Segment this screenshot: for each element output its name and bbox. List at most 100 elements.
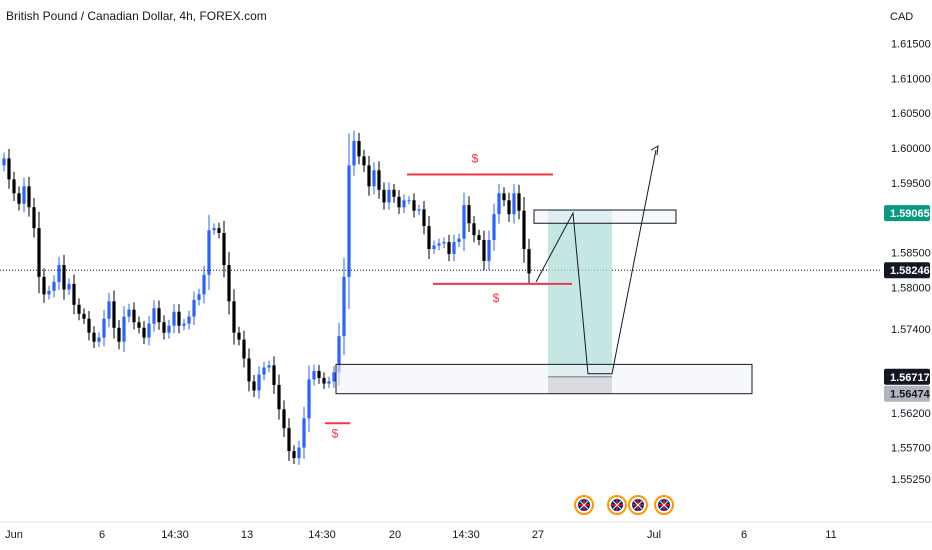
candle-body bbox=[392, 189, 396, 197]
y-tick-label: 1.61500 bbox=[891, 38, 931, 50]
time-axis[interactable]: Jun 6 14:30 13 14:30 20 14:30 27 Jul 6 11 bbox=[0, 521, 932, 541]
candle-body bbox=[247, 358, 251, 382]
candle-body bbox=[57, 265, 61, 282]
candle-body bbox=[367, 165, 371, 187]
candle-body bbox=[382, 189, 386, 203]
y-tick-label: 1.61000 bbox=[891, 73, 931, 85]
symbol-title: British Pound / Canadian Dollar, 4h, FOR… bbox=[6, 9, 267, 23]
candle-body bbox=[237, 332, 241, 340]
candle-body bbox=[387, 189, 391, 203]
candle-body bbox=[377, 170, 381, 190]
x-tick-label: Jul bbox=[647, 529, 661, 541]
candle-body bbox=[277, 384, 281, 410]
candle-body bbox=[407, 200, 411, 202]
candle-body bbox=[207, 230, 211, 275]
candle-body bbox=[522, 210, 526, 250]
candle-body bbox=[72, 283, 76, 305]
projected-path[interactable] bbox=[535, 149, 657, 375]
x-tick-label: 6 bbox=[99, 529, 105, 541]
candle-body bbox=[317, 370, 321, 378]
candle-body bbox=[227, 265, 231, 302]
resistance-zone[interactable] bbox=[533, 209, 677, 224]
candle-body bbox=[257, 374, 261, 391]
candle-body bbox=[2, 158, 6, 166]
candle-body bbox=[27, 186, 31, 208]
candle-body bbox=[327, 381, 331, 384]
price-badge[interactable] bbox=[884, 262, 930, 279]
candle-body bbox=[232, 301, 236, 333]
y-tick-label: 1.56200 bbox=[891, 408, 931, 420]
candle-body bbox=[372, 170, 376, 187]
candle-body bbox=[507, 200, 511, 215]
candle-body bbox=[357, 141, 361, 157]
candle-body bbox=[152, 308, 156, 324]
candle-body bbox=[162, 322, 166, 333]
candle-body bbox=[477, 235, 481, 240]
price-badge-label: 1.56717 bbox=[890, 372, 930, 384]
candle-body bbox=[167, 325, 171, 333]
price-badge[interactable] bbox=[884, 385, 930, 402]
candle-body bbox=[212, 228, 216, 231]
candle-body bbox=[287, 428, 291, 452]
uk-flag-event[interactable] bbox=[628, 495, 648, 515]
candle-body bbox=[252, 381, 256, 391]
price-badge-label: 1.56474 bbox=[890, 389, 931, 401]
y-tick-label: 1.55250 bbox=[891, 474, 931, 486]
candle-body bbox=[482, 239, 486, 261]
candle-body bbox=[137, 322, 141, 328]
candle-body bbox=[402, 200, 406, 208]
price-badge-label: 1.58246 bbox=[890, 265, 930, 277]
price-badge-label: 1.59065 bbox=[890, 208, 930, 220]
candle-body bbox=[492, 214, 496, 240]
candle-body bbox=[447, 242, 451, 254]
candle-body bbox=[187, 316, 191, 324]
candle-body bbox=[42, 276, 46, 295]
candle-body bbox=[337, 336, 341, 373]
support-zone[interactable] bbox=[335, 363, 753, 395]
y-tick-label: 1.59500 bbox=[891, 178, 931, 190]
candle-body bbox=[67, 283, 71, 290]
candle-body bbox=[92, 332, 96, 342]
candle-body bbox=[397, 196, 401, 208]
candle-body bbox=[342, 276, 346, 337]
candle-body bbox=[197, 294, 201, 300]
uk-flag-event[interactable] bbox=[607, 495, 627, 515]
candle-body bbox=[497, 193, 501, 215]
path-arrowhead bbox=[650, 145, 659, 156]
price-badge[interactable] bbox=[884, 205, 930, 222]
candle-body bbox=[142, 327, 146, 338]
uk-flag-event[interactable] bbox=[574, 495, 594, 515]
candle-body bbox=[472, 223, 476, 236]
candle-body bbox=[442, 242, 446, 244]
candle-body bbox=[12, 179, 16, 194]
candle-body bbox=[47, 290, 51, 295]
y-tick-label: 1.60000 bbox=[891, 143, 931, 155]
price-axis[interactable]: CAD 1.61500 1.61000 1.60500 1.60000 1.59500 1.… bbox=[884, 11, 931, 486]
price-badge[interactable] bbox=[884, 368, 930, 385]
candle-body bbox=[427, 226, 431, 250]
candle-body bbox=[362, 156, 366, 166]
x-tick-label: 14:30 bbox=[161, 529, 189, 541]
x-tick-label: 20 bbox=[389, 529, 401, 541]
candle-body bbox=[302, 418, 306, 448]
candle-body bbox=[517, 193, 521, 211]
candle-body bbox=[132, 309, 136, 323]
candle-body bbox=[422, 209, 426, 227]
candle-body bbox=[202, 274, 206, 295]
candle-body bbox=[157, 308, 161, 323]
y-tick-label: 1.57400 bbox=[891, 324, 931, 336]
candle-body bbox=[502, 193, 506, 201]
candle-body bbox=[347, 165, 351, 277]
candle-body bbox=[297, 447, 301, 459]
candle-body bbox=[217, 228, 221, 234]
liquidity-label: $ bbox=[493, 291, 500, 305]
candle-body bbox=[332, 372, 336, 382]
candle-body bbox=[437, 243, 441, 246]
candle-body bbox=[282, 409, 286, 429]
uk-flag-event[interactable] bbox=[654, 495, 674, 515]
candle-body bbox=[147, 323, 151, 338]
candle-body bbox=[82, 313, 86, 319]
candle-body bbox=[467, 205, 471, 224]
candle-body bbox=[97, 337, 101, 342]
